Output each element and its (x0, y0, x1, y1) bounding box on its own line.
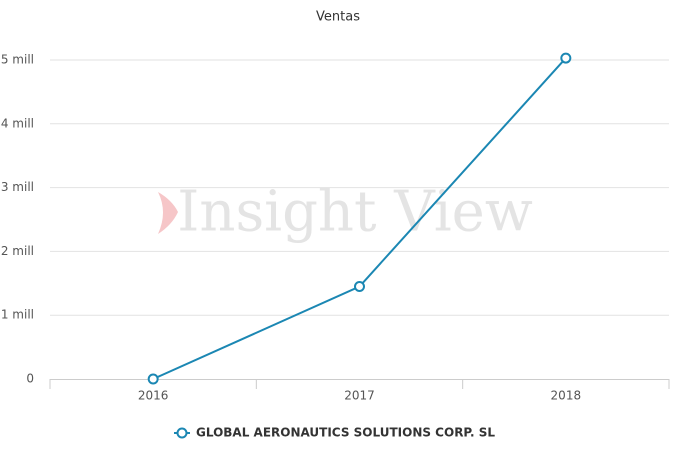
y-tick-label: 5 mill (1, 53, 34, 67)
point (354, 280, 365, 292)
y-tick-label: 3 mill (1, 180, 34, 194)
y-tick-label: 2 mill (1, 244, 34, 258)
y-tick-label: 0 (26, 372, 34, 386)
y-tick-label: 4 mill (1, 116, 34, 130)
watermark-logo (158, 192, 178, 234)
point (147, 373, 159, 385)
watermark: Insight View (177, 180, 533, 245)
x-tick-label: 2018 (551, 389, 582, 403)
point (560, 52, 572, 64)
x-tick-label: 2017 (344, 389, 375, 403)
x-tick-label: 2016 (138, 389, 169, 403)
y-tick-label: 1 mill (1, 308, 34, 322)
legend-label: GLOBAL AERONAUTICS SOLUTIONS CORP. SL (196, 426, 495, 440)
legend-marker (176, 427, 188, 439)
chart-title: Ventas (316, 10, 360, 25)
